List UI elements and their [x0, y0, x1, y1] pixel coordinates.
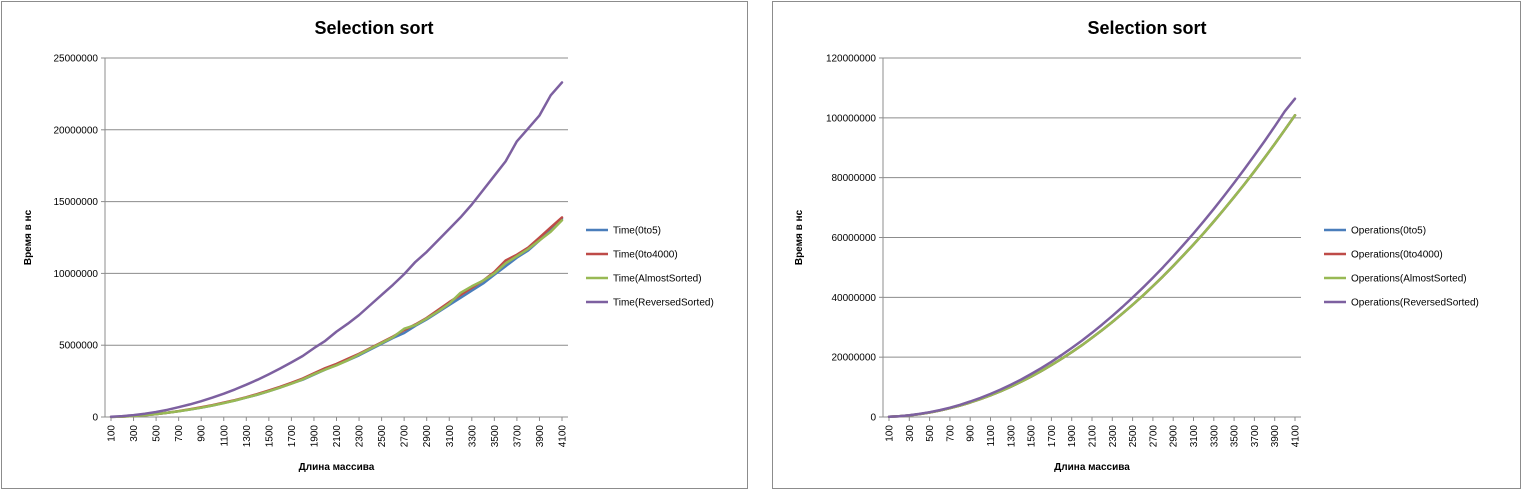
x-axis-label: Длина массива — [1054, 462, 1130, 473]
x-tick-label: 1900 — [1067, 425, 1078, 448]
x-tick-label: 100 — [885, 425, 896, 442]
series-line-1 — [109, 216, 564, 419]
chart-panel-time: Selection sort 0 5000000 10000000 15000000 20… — [1, 1, 748, 489]
x-tick-label: 500 — [152, 425, 163, 442]
x-tick-label: 1700 — [287, 425, 298, 448]
x-tick-label: 2500 — [1128, 425, 1139, 448]
x-tick-label: 2500 — [377, 425, 388, 448]
legend-label: Time(0to4000) — [613, 250, 678, 261]
x-tick-label: 1500 — [264, 425, 275, 448]
chart-time-svg: Selection sort 0 5000000 10000000 15000000 20… — [23, 18, 714, 473]
series-line-0 — [887, 114, 1297, 419]
series-line-2 — [109, 219, 564, 419]
y-tick-label: 40000000 — [832, 293, 877, 304]
y-tick-label: 25000000 — [54, 54, 99, 65]
y-axis-label: Время в нс — [23, 209, 34, 265]
x-tick-label: 1900 — [309, 425, 320, 448]
legend-label: Time(0to5) — [613, 226, 661, 237]
y-tick-label: 0 — [92, 413, 98, 424]
x-tick-label: 500 — [925, 425, 936, 442]
y-axis-label: Время в нс — [794, 209, 805, 265]
y-tick-label: 20000000 — [832, 353, 877, 364]
legend-label: Operations(0to5) — [1351, 226, 1426, 237]
y-tick-label: 20000000 — [54, 125, 99, 136]
x-tick-label: 300 — [905, 425, 916, 442]
series-line-2 — [887, 114, 1297, 419]
x-tick-label: 1100 — [219, 425, 230, 447]
legend-label: Time(AlmostSorted) — [613, 274, 702, 285]
x-tick-label: 100 — [107, 425, 118, 442]
x-tick-label: 2100 — [332, 425, 343, 448]
x-tick-label: 2300 — [355, 425, 366, 448]
x-tick-label: 3100 — [1189, 425, 1200, 448]
x-tick-label: 2100 — [1088, 425, 1099, 448]
x-tick-label: 3700 — [512, 425, 523, 448]
y-tick-label: 0 — [870, 413, 876, 424]
legend-label: Time(ReversedSorted) — [613, 298, 714, 309]
x-tick-label: 3300 — [467, 425, 478, 448]
x-tick-label: 2900 — [422, 425, 433, 448]
legend-label: Operations(AlmostSorted) — [1351, 274, 1467, 285]
x-tick-label: 1500 — [1027, 425, 1038, 448]
y-tick-label: 10000000 — [54, 269, 99, 280]
chart-panel-operations: Selection sort 0 20000000 40000000 60000000 8… — [772, 1, 1521, 489]
x-tick-label: 300 — [129, 425, 140, 442]
series-line-3 — [887, 97, 1297, 419]
y-tick-label: 5000000 — [59, 341, 98, 352]
series-line-1 — [887, 114, 1297, 419]
y-tick-label: 100000000 — [826, 113, 876, 124]
legend-label: Operations(ReversedSorted) — [1351, 298, 1479, 309]
chart-title: Selection sort — [1087, 18, 1206, 38]
y-tick-label: 60000000 — [832, 233, 877, 244]
x-tick-label: 3500 — [1230, 425, 1241, 448]
x-tick-label: 3900 — [1270, 425, 1281, 448]
chart-title: Selection sort — [314, 18, 433, 38]
x-tick-label: 3300 — [1209, 425, 1220, 448]
chart-operations-svg: Selection sort 0 20000000 40000000 60000000 8… — [794, 18, 1479, 473]
x-tick-label: 1100 — [986, 425, 997, 447]
x-tick-label: 2700 — [400, 425, 411, 448]
x-tick-label: 900 — [966, 425, 977, 442]
x-tick-label: 700 — [174, 425, 185, 442]
x-tick-label: 700 — [945, 425, 956, 442]
x-tick-label: 900 — [197, 425, 208, 442]
x-axis-label: Длина массива — [299, 462, 375, 473]
x-tick-label: 1300 — [1006, 425, 1017, 448]
y-tick-label: 15000000 — [54, 197, 99, 208]
y-tick-label: 120000000 — [826, 54, 876, 65]
x-tick-label: 3500 — [490, 425, 501, 448]
legend-label: Operations(0to4000) — [1351, 250, 1443, 261]
x-tick-label: 3700 — [1250, 425, 1261, 448]
x-tick-label: 2700 — [1148, 425, 1159, 448]
x-tick-label: 1300 — [242, 425, 253, 448]
y-tick-label: 80000000 — [832, 173, 877, 184]
x-tick-label: 3100 — [445, 425, 456, 448]
series-line-0 — [109, 217, 564, 419]
x-tick-label: 4100 — [558, 425, 569, 448]
x-tick-label: 4100 — [1291, 425, 1302, 448]
x-tick-label: 1700 — [1047, 425, 1058, 448]
x-tick-label: 3900 — [535, 425, 546, 448]
series-line-3 — [109, 81, 564, 418]
x-tick-label: 2300 — [1108, 425, 1119, 448]
x-tick-label: 2900 — [1169, 425, 1180, 448]
